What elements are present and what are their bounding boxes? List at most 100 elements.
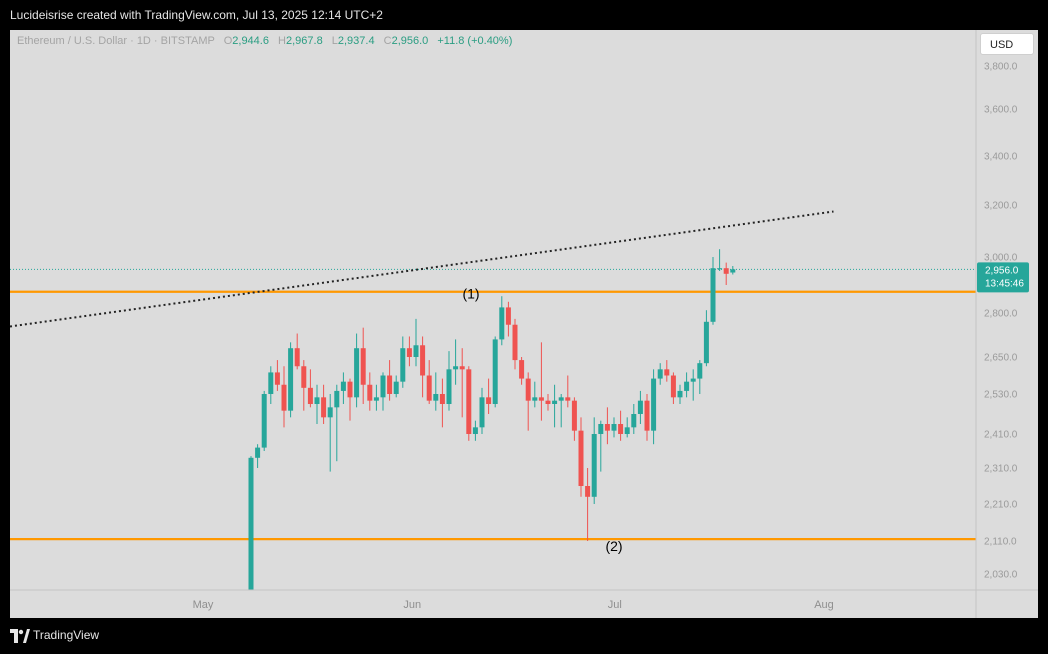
candle-body: [730, 269, 736, 273]
candle-body: [611, 424, 617, 431]
candle-body: [261, 394, 267, 448]
close-label: C: [383, 35, 392, 47]
trendline-layer: [9, 210, 834, 328]
candle-body: [677, 390, 683, 398]
candle-body: [327, 407, 333, 418]
candle-body: [525, 378, 531, 401]
annotations-layer: (1) (2): [462, 286, 622, 555]
candle-body: [512, 324, 518, 361]
price-tick-label: 2,650.0: [984, 353, 1018, 364]
candle-body: [314, 397, 320, 404]
candle-body: [248, 457, 254, 590]
price-tick-label: 2,030.0: [984, 570, 1018, 581]
candle-body: [340, 381, 346, 391]
candle-body: [598, 424, 604, 434]
bottom-bar: TradingView: [0, 618, 1048, 654]
candle-body: [631, 414, 637, 428]
candle-body: [274, 372, 280, 385]
price-tag-countdown: 13:45:46: [985, 278, 1024, 289]
candle-body: [380, 375, 386, 398]
time-axis: May Jun Jul Aug: [10, 589, 1038, 611]
candle-body: [578, 430, 584, 486]
high-label: H: [278, 35, 286, 47]
candle-body: [426, 375, 432, 401]
time-tick-label: Jul: [608, 599, 622, 611]
close-value: 2,956.0: [391, 35, 429, 47]
price-tick-label: 2,210.0: [984, 500, 1018, 511]
candle-body: [288, 348, 294, 411]
candle-body: [446, 369, 452, 404]
low-value: 2,937.4: [337, 35, 375, 47]
candle-body: [347, 381, 353, 398]
candle-body: [400, 348, 406, 382]
top-bar: Lucideisrise created with TradingView.co…: [0, 0, 1048, 30]
candle-body: [466, 369, 472, 434]
candle-body: [301, 366, 307, 388]
candle-body: [565, 397, 571, 401]
wave-annotation: (1): [462, 286, 479, 302]
candle-body: [585, 486, 591, 497]
candle-body: [499, 307, 505, 340]
candle-body: [334, 390, 340, 408]
candle-body: [637, 400, 643, 414]
candle-body: [472, 427, 478, 434]
candle-body: [604, 424, 610, 431]
candle-body: [492, 339, 498, 404]
time-tick-label: Aug: [814, 599, 834, 611]
candle-body: [439, 394, 445, 404]
candle-body: [393, 381, 399, 394]
candle-body: [723, 268, 729, 274]
candle-body: [281, 384, 287, 411]
low-label: L: [331, 35, 338, 47]
trendline: [9, 210, 834, 328]
candle-body: [538, 397, 544, 401]
candle-body: [373, 397, 379, 401]
price-tick-label: 2,310.0: [984, 464, 1018, 475]
candle-body: [690, 378, 696, 382]
candle-body: [420, 345, 426, 376]
time-tick-label: May: [193, 599, 214, 611]
candle-body: [360, 348, 366, 385]
candle-body: [367, 384, 373, 401]
candle-body: [321, 397, 327, 418]
candle-body: [710, 268, 716, 322]
candle-body: [545, 400, 551, 404]
candle-body: [294, 348, 300, 367]
chart-area[interactable]: [10, 30, 1038, 618]
change-value: +11.8 (+0.40%): [437, 35, 513, 47]
chart-credit: Lucideisrise created with TradingView.co…: [10, 8, 383, 22]
candle-body: [307, 387, 313, 404]
candle-body: [558, 397, 564, 401]
candle-body: [697, 363, 703, 379]
symbol-name[interactable]: Ethereum / U.S. Dollar · 1D · BITSTAMP: [17, 35, 215, 47]
price-tick-label: 3,800.0: [984, 62, 1018, 73]
candle-body: [479, 397, 485, 428]
candle-body: [703, 321, 709, 364]
candle-body: [453, 366, 459, 370]
candle-body: [618, 424, 624, 434]
candles-layer: [248, 249, 736, 590]
candle-body: [591, 434, 597, 497]
candle-body: [387, 375, 393, 394]
symbol-legend: Ethereum / U.S. Dollar · 1D · BITSTAMP O…: [17, 35, 512, 47]
price-tick-label: 2,110.0: [984, 537, 1017, 548]
price-tick-label: 2,530.0: [984, 390, 1018, 401]
price-tick-label: 3,200.0: [984, 201, 1018, 212]
candle-body: [624, 427, 630, 434]
candle-body: [684, 381, 690, 391]
candle-body: [717, 268, 723, 270]
price-tick-label: 2,800.0: [984, 309, 1018, 320]
horizontal-levels: [10, 290, 976, 541]
currency-button[interactable]: USD: [980, 33, 1034, 55]
tradingview-logo-icon[interactable]: [10, 629, 30, 643]
price-tag-value: 2,956.0: [985, 265, 1019, 276]
price-tick-label: 2,410.0: [984, 430, 1018, 441]
candle-body: [519, 360, 525, 379]
candle-body: [268, 372, 274, 394]
tradingview-brand: TradingView: [33, 628, 100, 642]
last-price-tag: 2,956.0 13:45:46: [977, 262, 1029, 293]
candle-body: [657, 369, 663, 379]
candle-body: [532, 397, 538, 401]
candle-body: [571, 400, 577, 431]
